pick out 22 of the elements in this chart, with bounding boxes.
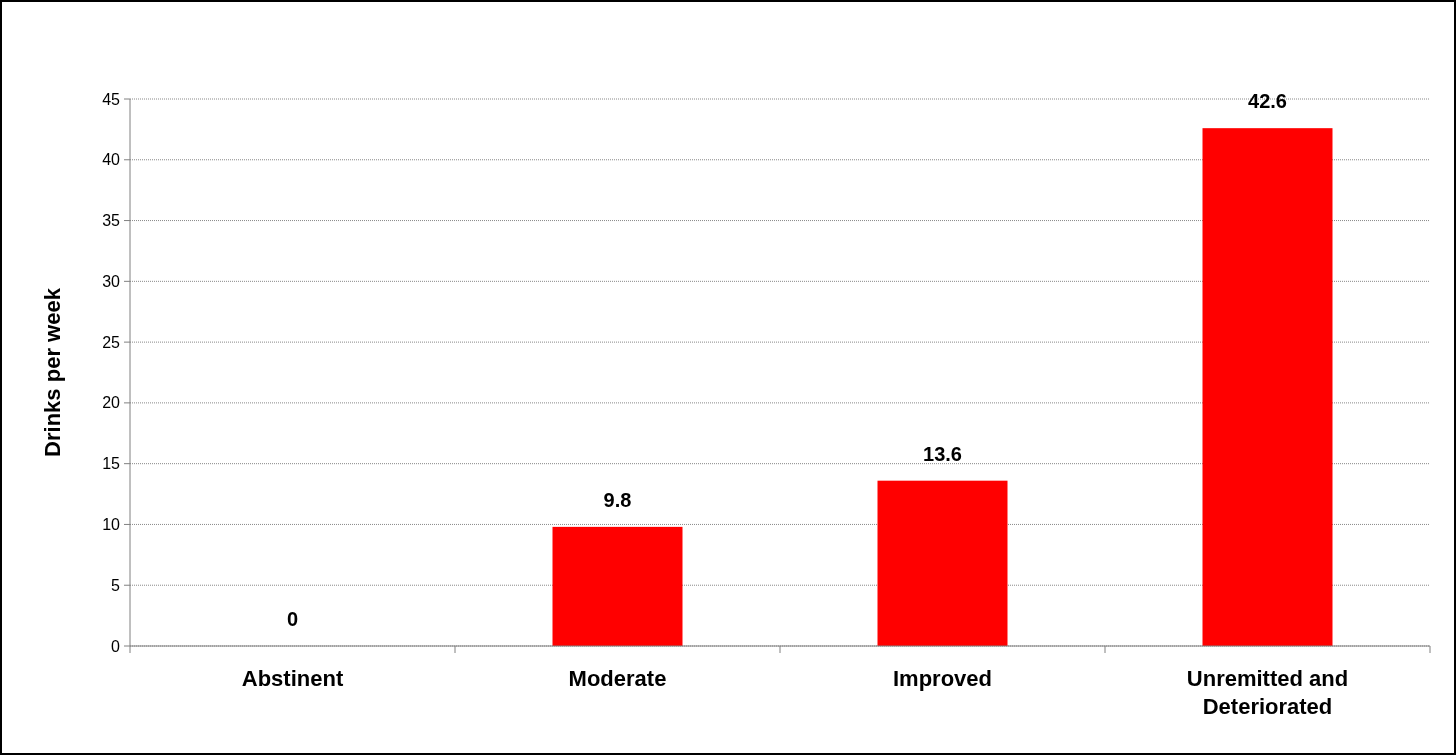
x-tick-label: Abstinent — [241, 666, 344, 691]
bar — [552, 526, 683, 646]
y-tick-label: 45 — [102, 90, 121, 108]
y-tick-label: 35 — [102, 212, 121, 230]
y-tick-label: 30 — [102, 272, 121, 290]
y-tick-label: 5 — [111, 576, 121, 594]
y-tick-label: 25 — [102, 333, 121, 351]
x-tick-label: Moderate — [568, 666, 667, 691]
bar — [877, 480, 1008, 646]
bar — [1202, 128, 1333, 646]
y-tick-label: 40 — [102, 151, 121, 169]
data-label: 0 — [286, 608, 299, 630]
x-tick-label: Unremitted and Deteriorated — [1186, 666, 1349, 719]
data-label: 9.8 — [603, 488, 632, 511]
data-label: 42.6 — [1248, 90, 1287, 113]
data-label: 13.6 — [923, 442, 962, 465]
y-tick-label: 10 — [102, 516, 121, 534]
y-tick-label: 20 — [102, 394, 121, 412]
x-tick-label: Improved — [892, 666, 993, 691]
y-tick-label: 0 — [111, 637, 121, 655]
y-tick-label: 15 — [102, 455, 121, 473]
y-axis-title: Drinks per week — [40, 287, 65, 457]
